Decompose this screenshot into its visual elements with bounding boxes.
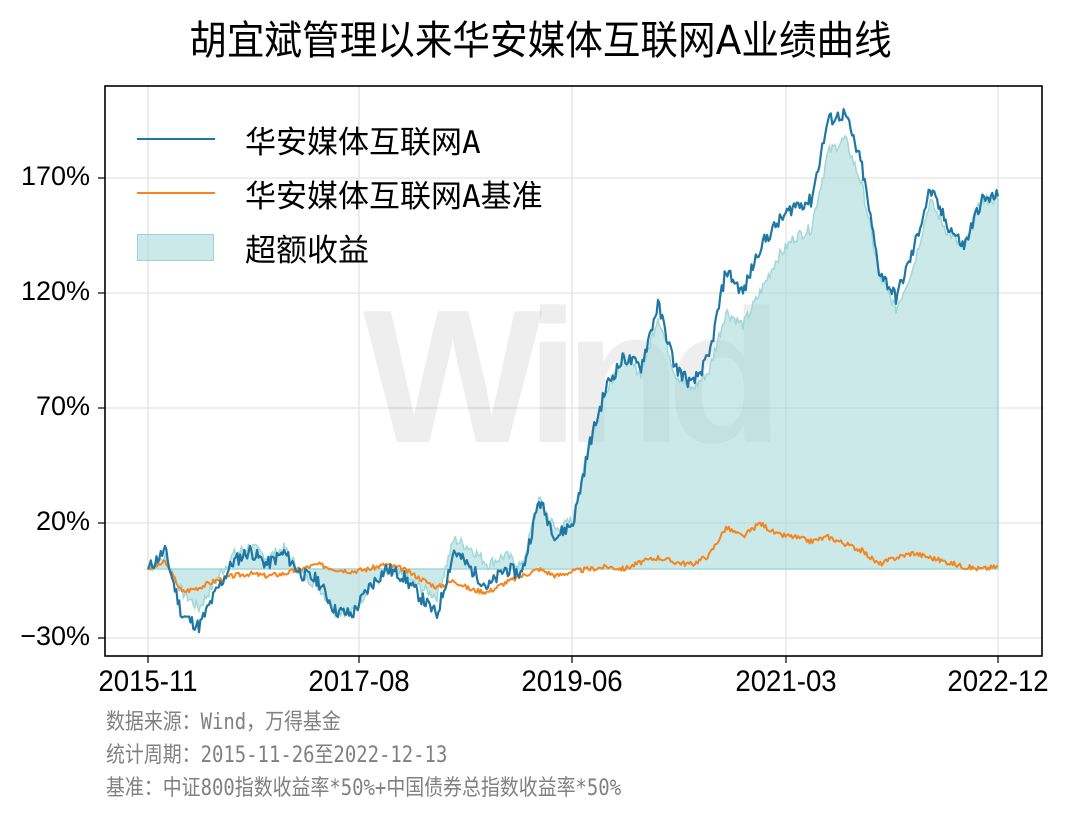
legend-item-fund: 华安媒体互联网A [137, 112, 543, 166]
note-benchmark: 基准：中证800指数收益率*50%+中国债券总指数收益率*50% [106, 776, 622, 801]
plot-frame [104, 85, 1043, 657]
y-tick-label: −30% [20, 621, 90, 651]
legend-line-icon [137, 138, 215, 140]
y-tick-label: 20% [35, 506, 90, 536]
note-source: 数据来源：Wind，万得基金 [106, 710, 341, 735]
x-tick-label: 2022-12 [947, 665, 1049, 698]
legend-item-excess: 超额收益 [137, 220, 543, 274]
x-tick-label: 2019-06 [521, 665, 623, 698]
legend-line-icon [137, 192, 215, 194]
legend: 华安媒体互联网A 华安媒体互联网A基准 超额收益 [137, 112, 543, 274]
y-tick-label: 170% [20, 161, 90, 191]
legend-label: 超额收益 [245, 232, 369, 269]
chart-title: 胡宜斌管理以来华安媒体互联网A业绩曲线 [189, 18, 892, 64]
x-tick-label: 2015-11 [98, 665, 198, 698]
legend-label: 华安媒体互联网A [245, 124, 481, 161]
series-layer [145, 107, 1000, 634]
y-tick-label: 70% [35, 391, 90, 421]
tick-marks [98, 177, 999, 663]
fund-nav-line [146, 107, 1000, 634]
x-tick-label: 2017-08 [308, 665, 410, 698]
note-period: 统计周期：2015-11-26至2022-12-13 [106, 743, 448, 768]
legend-label: 华安媒体互联网A基准 [245, 178, 543, 215]
legend-item-benchmark: 华安媒体互联网A基准 [137, 166, 543, 220]
legend-patch-icon [137, 233, 214, 261]
benchmark-line [147, 521, 999, 595]
footnotes: 数据来源：Wind，万得基金 统计周期：2015-11-26至2022-12-1… [106, 706, 705, 805]
x-tick-label: 2021-03 [735, 665, 837, 698]
y-tick-label: 120% [20, 276, 90, 306]
